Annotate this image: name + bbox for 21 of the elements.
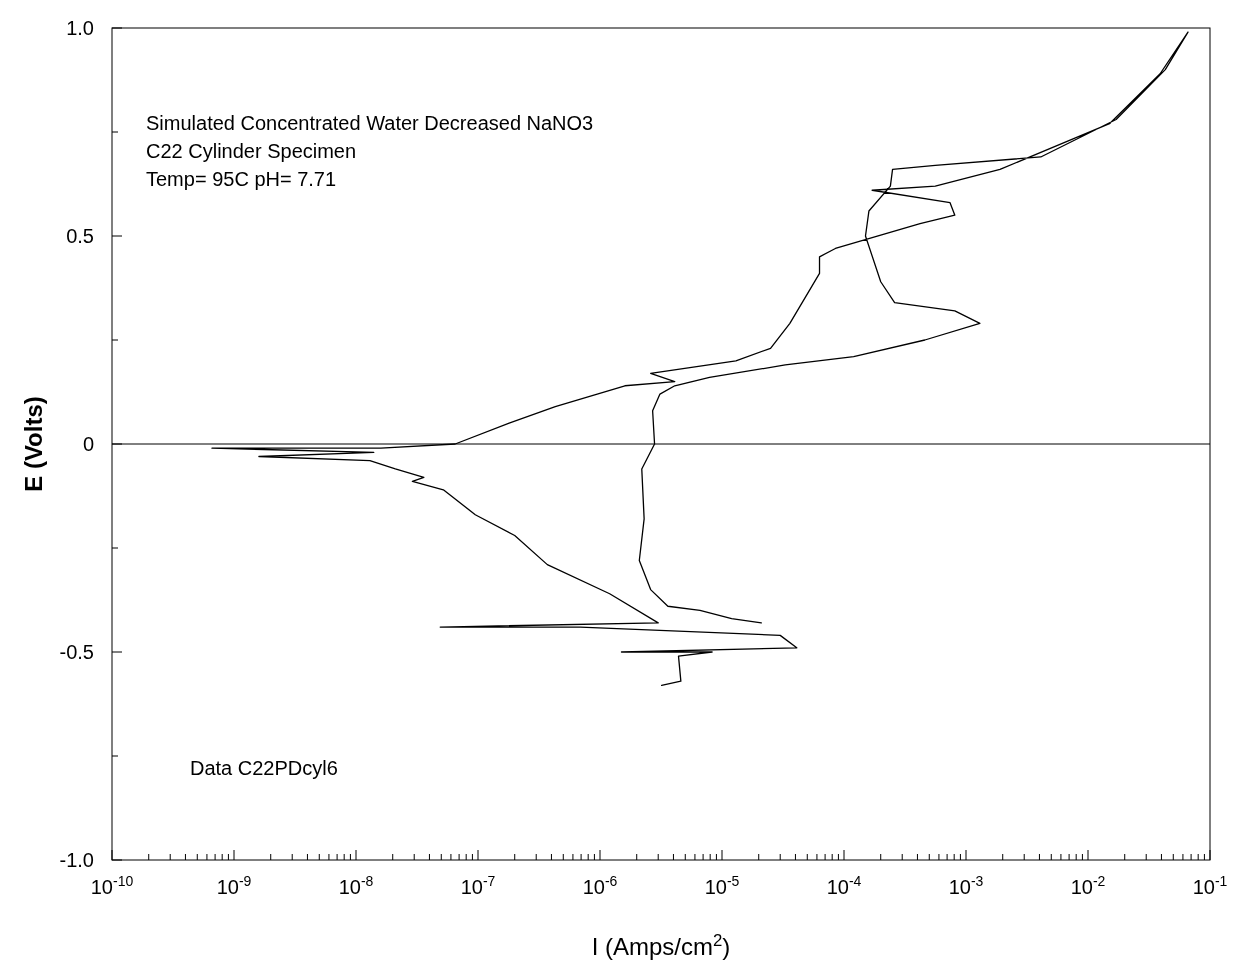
- annotation: Data C22PDcyl6: [190, 757, 338, 779]
- x-tick-label: 10$^{-3}$: [948, 873, 984, 898]
- x-tick-label: 10$^{-9}$: [216, 873, 252, 898]
- y-tick-label: 0: [82, 433, 94, 455]
- y-tick-label: -1.0: [59, 849, 94, 871]
- x-tick-label: 10$^{-4}$: [826, 873, 862, 898]
- y-tick-label: 0.5: [66, 225, 94, 247]
- annotation: Simulated Concentrated Water Decreased NaNO3: [146, 112, 594, 134]
- x-tick-label: 10$^{-2}$: [1070, 873, 1106, 898]
- y-axis-title: E (Volts): [20, 396, 47, 492]
- annotation: Temp= 95C pH= 7.71: [146, 168, 337, 190]
- x-tick-label: 10$^{-1}$: [1192, 873, 1228, 898]
- x-tick-label: 10$^{-7}$: [460, 873, 496, 898]
- x-tick-label: 10$^{-6}$: [582, 873, 618, 898]
- annotation: C22 Cylinder Specimen: [146, 140, 357, 162]
- x-tick-label: 10$^{-5}$: [704, 873, 740, 898]
- y-tick-label: -0.5: [59, 641, 94, 663]
- x-tick-label: 10$^{-8}$: [338, 873, 374, 898]
- x-tick-label: 10$^{-10}$: [90, 873, 134, 898]
- y-tick-label: 1.0: [66, 17, 94, 39]
- x-axis-title: I (Amps/cm$^{2}$): [591, 930, 731, 960]
